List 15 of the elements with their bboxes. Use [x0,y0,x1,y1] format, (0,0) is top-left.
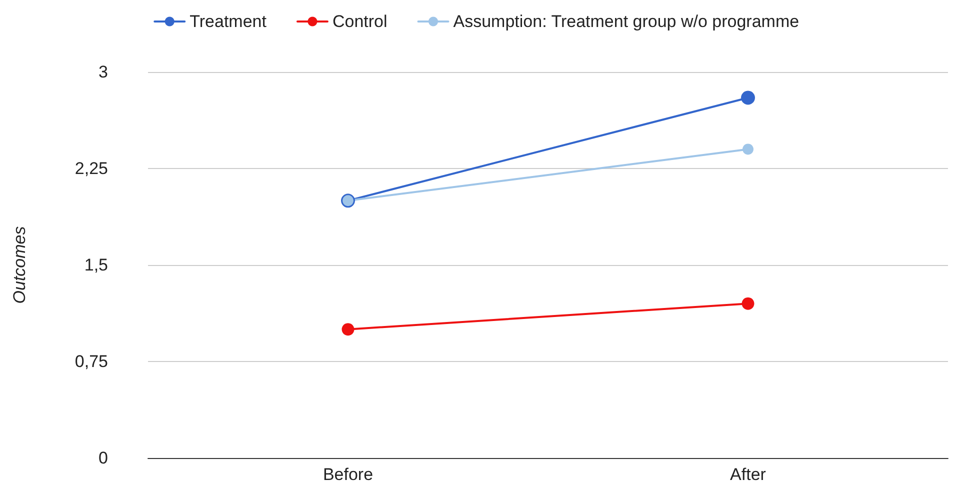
y-tick-label: 3 [98,62,108,82]
legend-label: Control [332,12,388,31]
y-tick-label: 2,25 [74,159,108,178]
legend-label: Assumption: Treatment group w/o programme [453,12,800,31]
y-tick-label: 0,75 [74,352,108,371]
x-tick-label: After [730,465,766,484]
x-tick-label: Before [322,465,374,484]
legend-label: Treatment [190,12,267,31]
y-tick-label: 0 [98,448,108,468]
y-tick-label: 1,5 [84,256,108,274]
point [342,323,354,336]
point [742,144,754,155]
point [742,297,754,310]
point [741,90,755,105]
y-axis-title: Outcomes [10,226,29,304]
